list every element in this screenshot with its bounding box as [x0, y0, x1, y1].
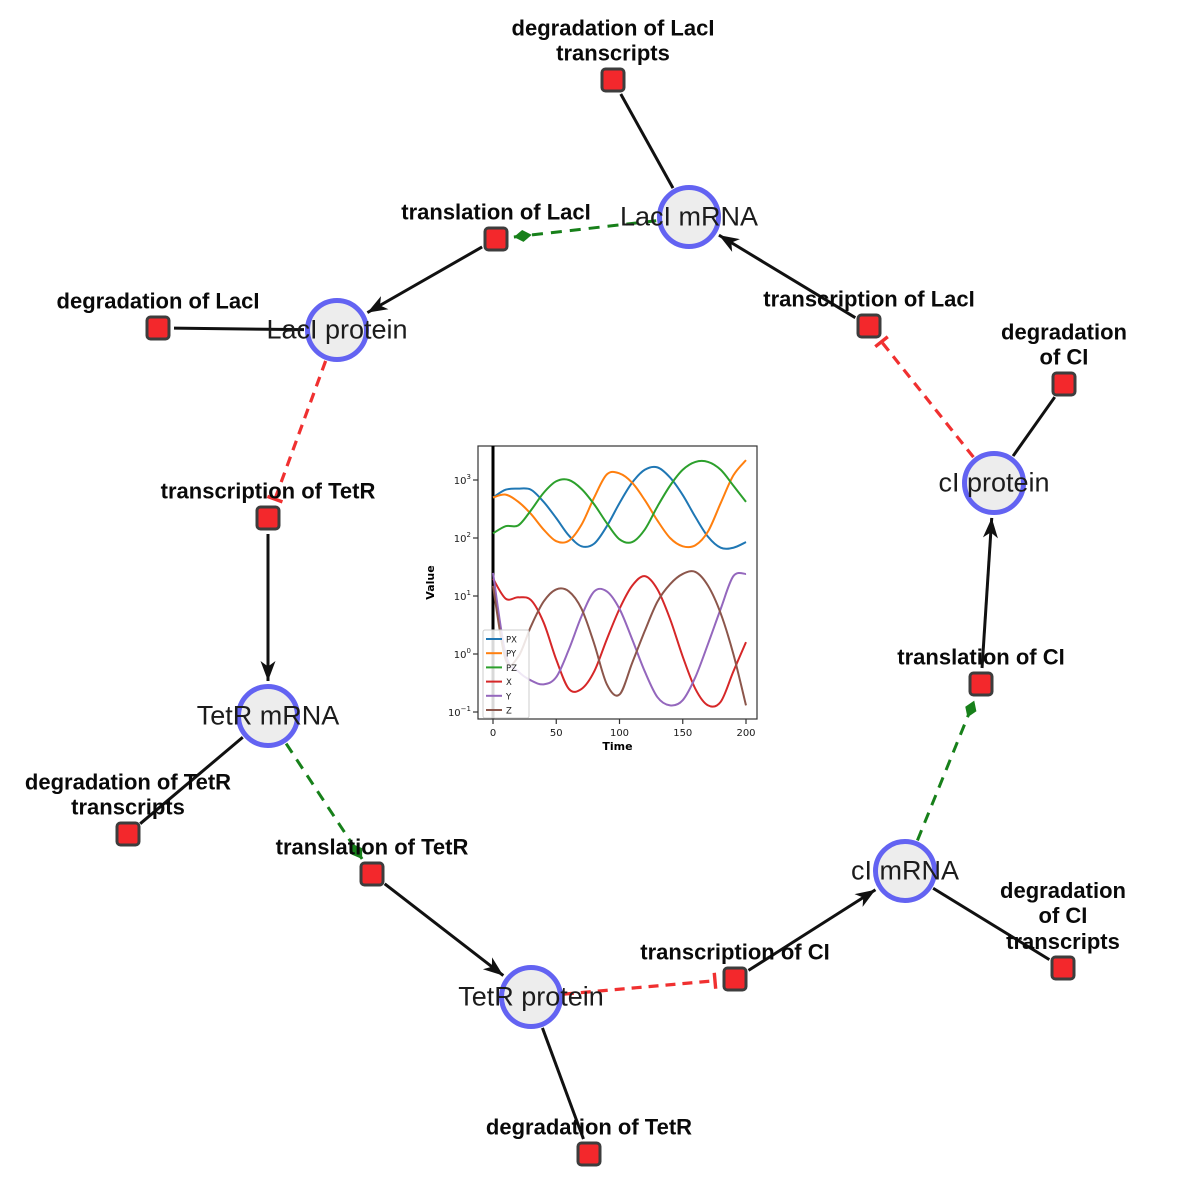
time-series-plot: 103 102 101 100 10−1 0 50 100 150 200 Time Value PX P… — [420, 438, 770, 778]
edge-production-transcription-ci-to-ci-mrna — [747, 888, 877, 972]
series-PX — [492, 465, 747, 550]
reaction-label-transcription-tetr: transcription of TetR — [160, 478, 376, 504]
species-label-tetr-mrna: TetR mRNA — [196, 700, 340, 731]
reaction-node-transcription-tetr[interactable] — [255, 505, 281, 531]
reaction-node-deg-tetr-transcripts[interactable] — [115, 821, 141, 847]
species-label-laci-mrna: LacI mRNA — [619, 201, 759, 232]
reaction-label-transcription-laci: transcription of LacI — [763, 286, 975, 312]
reaction-node-deg-tetr[interactable] — [576, 1141, 602, 1167]
species-label-laci-protein: LacI protein — [266, 314, 408, 345]
reaction-node-deg-ci-transcripts[interactable] — [1050, 955, 1076, 981]
reaction-node-deg-laci-transcripts[interactable] — [600, 67, 626, 93]
reaction-label-deg-ci: degradation of CI — [1001, 319, 1127, 370]
reaction-node-translation-laci[interactable] — [483, 226, 509, 252]
series-Z — [492, 570, 747, 706]
edge-modifier-laci-mrna-to-translation-laci — [513, 219, 657, 242]
reaction-node-transcription-ci[interactable] — [722, 966, 748, 992]
legend-label-Y: Y — [505, 692, 512, 702]
edge-production-translation-tetr-to-tetr-protein — [383, 882, 505, 977]
species-label-tetr-protein: TetR protein — [458, 981, 604, 1012]
edge-inhibition-tetr-protein-to-transcription-ci — [563, 972, 718, 996]
species-node-laci-mrna[interactable] — [657, 185, 721, 249]
reaction-node-translation-tetr[interactable] — [359, 861, 385, 887]
edge-production-translation-ci-to-ci-protein — [980, 517, 998, 669]
edge-inhibition-ci-protein-to-transcription-laci — [874, 335, 975, 459]
reaction-label-translation-laci: translation of LacI — [401, 199, 591, 225]
species-label-ci-mrna: cI mRNA — [851, 855, 959, 886]
species-node-ci-protein[interactable] — [962, 451, 1026, 515]
legend-label-PZ: PZ — [506, 664, 517, 674]
reaction-node-deg-laci[interactable] — [145, 315, 171, 341]
edge-production-translation-laci-to-laci-protein — [366, 245, 483, 314]
edge-consumption-tetr-mrna-to-deg-tetr-transcripts — [139, 736, 244, 825]
y-tick-label: 103 — [454, 473, 471, 487]
reaction-label-translation-tetr: translation of TetR — [275, 834, 469, 860]
series-PZ — [492, 459, 747, 544]
species-node-tetr-protein[interactable] — [499, 965, 563, 1029]
reaction-label-deg-tetr-transcripts: degradation of TetR transcripts — [24, 769, 232, 820]
species-node-tetr-mrna[interactable] — [236, 684, 300, 748]
reaction-label-deg-ci-transcripts: degradation of CI transcripts — [1000, 878, 1126, 954]
x-tick-label: 0 — [490, 728, 496, 739]
reaction-node-translation-ci[interactable] — [968, 671, 994, 697]
edge-consumption-laci-protein-to-deg-laci — [173, 326, 305, 332]
x-tick-label: 150 — [673, 728, 692, 739]
x-tick-label: 100 — [610, 728, 629, 739]
edge-production-transcription-laci-to-laci-mrna — [718, 233, 857, 319]
species-node-ci-mrna[interactable] — [873, 839, 937, 903]
edge-modifier-tetr-mrna-to-translation-tetr — [284, 742, 364, 860]
species-node-laci-protein[interactable] — [305, 298, 369, 362]
reaction-node-deg-ci[interactable] — [1051, 371, 1077, 397]
reaction-label-transcription-ci: transcription of CI — [640, 939, 830, 965]
y-axis-label: Value — [424, 565, 437, 599]
legend-label-PY: PY — [506, 650, 517, 660]
y-tick-label: 100 — [454, 647, 471, 661]
reaction-label-deg-tetr: degradation of TetR — [485, 1114, 693, 1140]
y-tick-label: 101 — [454, 589, 471, 603]
edge-modifier-ci-mrna-to-translation-ci — [916, 700, 977, 841]
edge-inhibition-laci-protein-to-transcription-tetr — [266, 360, 328, 504]
x-axis-label: Time — [602, 740, 632, 753]
edge-consumption-laci-mrna-to-deg-laci-transcripts — [619, 93, 675, 189]
legend-label-X: X — [506, 678, 512, 688]
reaction-label-deg-laci: degradation of LacI — [56, 288, 260, 314]
series-PY — [492, 459, 747, 549]
species-label-ci-protein: cI protein — [938, 467, 1050, 498]
edge-consumption-ci-mrna-to-deg-ci-transcripts — [932, 886, 1051, 961]
y-tick-label: 102 — [454, 531, 471, 545]
edge-consumption-ci-protein-to-deg-ci — [1011, 396, 1056, 457]
reaction-label-deg-laci-transcripts: degradation of LacI transcripts — [511, 15, 715, 66]
legend-label-PX: PX — [506, 636, 517, 646]
legend-label-Z: Z — [506, 707, 512, 717]
reaction-node-transcription-laci[interactable] — [856, 313, 882, 339]
edge-consumption-tetr-protein-to-deg-tetr — [541, 1027, 585, 1140]
y-tick-label: 10−1 — [448, 705, 471, 719]
x-tick-label: 50 — [550, 728, 563, 739]
x-tick-label: 200 — [736, 728, 755, 739]
reaction-label-translation-ci: translation of CI — [897, 644, 1065, 670]
series-Y — [492, 571, 747, 707]
chart-frame — [477, 445, 758, 720]
